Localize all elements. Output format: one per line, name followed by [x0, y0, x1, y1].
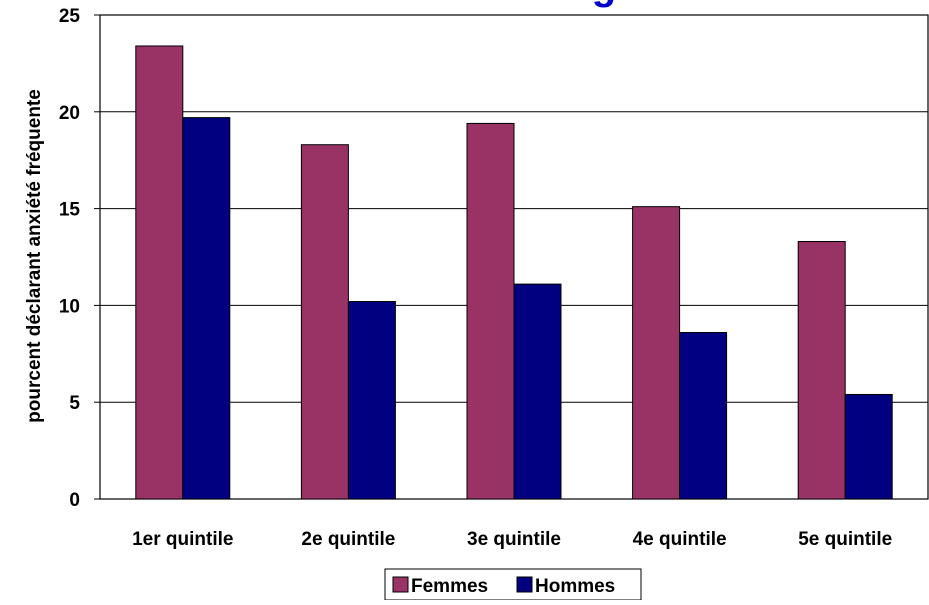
legend-label-femmes: Femmes: [411, 576, 488, 597]
bar-femmes-1: [135, 45, 184, 500]
chart-title: g: [592, 0, 616, 8]
legend: Femmes Hommes: [384, 568, 642, 601]
bar-femmes-2: [300, 144, 349, 500]
legend-swatch-hommes: [516, 576, 533, 593]
x-category-label: 5e quintile: [798, 529, 892, 550]
x-category-label: 4e quintile: [633, 529, 727, 550]
bar-femmes-3: [466, 122, 515, 500]
legend-swatch-femmes: [392, 576, 409, 593]
y-tick-label: 0: [69, 490, 80, 511]
y-tick-label: 5: [69, 393, 80, 414]
y-tick-label: 10: [59, 296, 80, 317]
title-clip-group: g: [592, 0, 616, 8]
bar-hommes-4: [679, 332, 728, 500]
bar-hommes-1: [182, 117, 231, 500]
x-category-label: 1er quintile: [132, 529, 233, 550]
x-category-label: 2e quintile: [301, 529, 395, 550]
y-axis-title: pourcent déclarant anxiété fréquente: [24, 89, 45, 423]
bar-femmes-5: [797, 241, 846, 500]
bar-hommes-5: [844, 393, 893, 500]
plot-area: 0 5 10 15 20 25 1er quintile 2e quintile 3e quin…: [59, 6, 929, 550]
y-tick-label: 25: [59, 6, 81, 27]
bar-femmes-4: [632, 206, 681, 500]
y-tick-label: 20: [59, 103, 80, 124]
y-tick-label: 15: [59, 200, 81, 221]
bar-hommes-3: [513, 283, 562, 500]
legend-label-hommes: Hommes: [535, 576, 615, 597]
x-category-label: 3e quintile: [467, 529, 561, 550]
bar-hommes-2: [347, 301, 396, 500]
